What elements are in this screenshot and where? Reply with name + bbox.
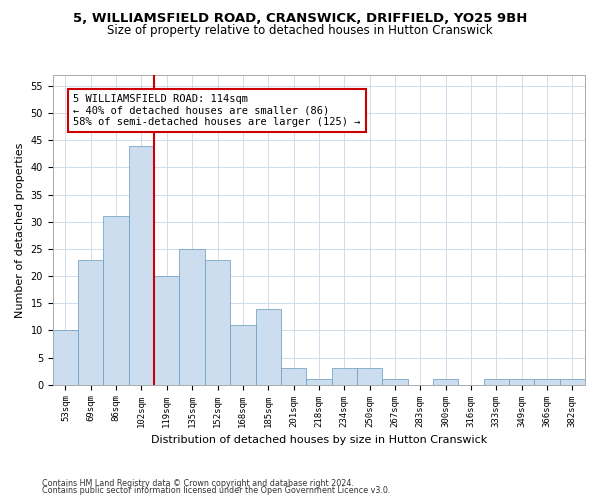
Y-axis label: Number of detached properties: Number of detached properties bbox=[15, 142, 25, 318]
Bar bbox=[78, 260, 103, 384]
Bar bbox=[205, 260, 230, 384]
Bar bbox=[154, 276, 179, 384]
Bar bbox=[357, 368, 382, 384]
Bar bbox=[509, 380, 535, 384]
Bar bbox=[484, 380, 509, 384]
Bar bbox=[256, 308, 281, 384]
Text: 5, WILLIAMSFIELD ROAD, CRANSWICK, DRIFFIELD, YO25 9BH: 5, WILLIAMSFIELD ROAD, CRANSWICK, DRIFFI… bbox=[73, 12, 527, 26]
Bar bbox=[433, 380, 458, 384]
Text: Size of property relative to detached houses in Hutton Cranswick: Size of property relative to detached ho… bbox=[107, 24, 493, 37]
Text: 5 WILLIAMSFIELD ROAD: 114sqm
← 40% of detached houses are smaller (86)
58% of se: 5 WILLIAMSFIELD ROAD: 114sqm ← 40% of de… bbox=[73, 94, 361, 127]
Bar bbox=[179, 249, 205, 384]
Bar bbox=[281, 368, 306, 384]
Text: Contains HM Land Registry data © Crown copyright and database right 2024.: Contains HM Land Registry data © Crown c… bbox=[42, 478, 354, 488]
Bar bbox=[306, 380, 332, 384]
Bar bbox=[129, 146, 154, 384]
Bar bbox=[382, 380, 407, 384]
Bar bbox=[53, 330, 78, 384]
Bar bbox=[230, 325, 256, 384]
X-axis label: Distribution of detached houses by size in Hutton Cranswick: Distribution of detached houses by size … bbox=[151, 435, 487, 445]
Bar bbox=[560, 380, 585, 384]
Text: Contains public sector information licensed under the Open Government Licence v3: Contains public sector information licen… bbox=[42, 486, 391, 495]
Bar bbox=[332, 368, 357, 384]
Bar bbox=[535, 380, 560, 384]
Bar bbox=[103, 216, 129, 384]
